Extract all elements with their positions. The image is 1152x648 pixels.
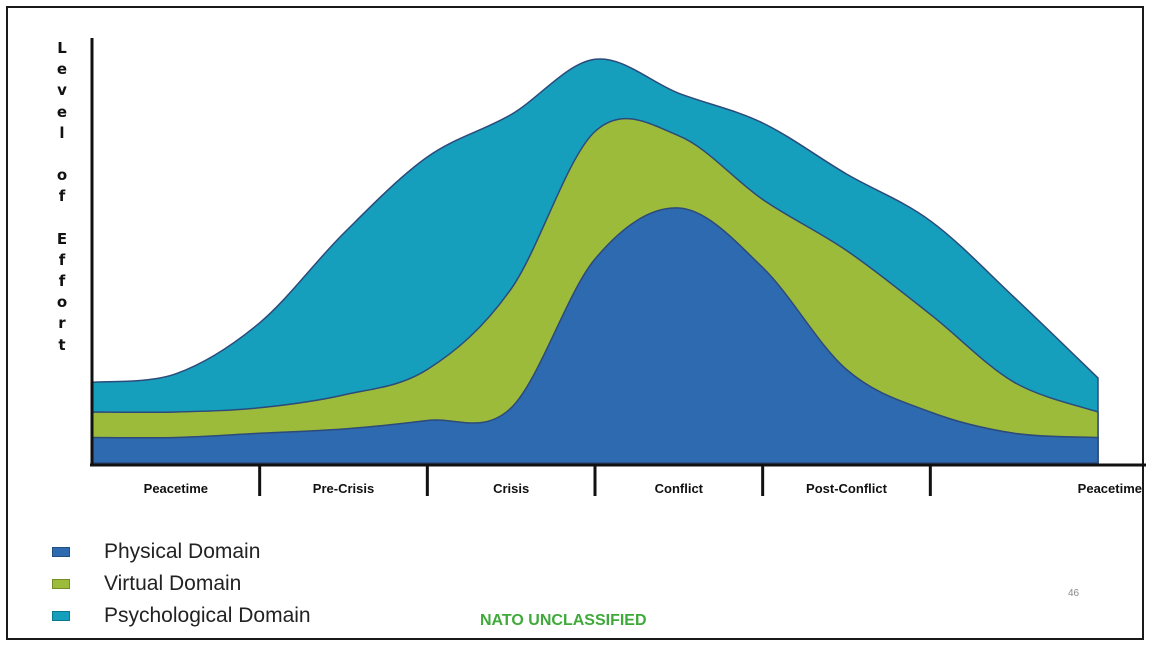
legend-label-virtual: Virtual Domain (104, 572, 242, 595)
x-tick-label: Pre-Crisis (313, 481, 374, 496)
y-axis-label-letter: f (58, 250, 66, 269)
y-axis-label-letter: t (58, 335, 66, 354)
y-axis-label-letter: E (56, 229, 68, 248)
y-axis-label-letter: e (56, 60, 68, 79)
legend-swatch-virtual (52, 579, 70, 589)
x-tick-label: Crisis (493, 481, 529, 496)
legend-item-virtual: Virtual Domain (52, 568, 311, 600)
x-tick-layer: Peacetime Pre-Crisis Crisis Conflict Post-Co… (144, 465, 1142, 496)
y-axis-label-letter: L (57, 39, 67, 57)
x-tick-label: Peacetime (1078, 481, 1142, 496)
page-number: 46 (1068, 588, 1080, 599)
area-physical-domain (91, 207, 1099, 464)
legend: Physical Domain Virtual Domain Psycholog… (52, 536, 311, 632)
y-axis-label-letter: l (59, 123, 65, 142)
y-axis-label-letter: e (56, 102, 68, 121)
y-axis-label-gap (54, 208, 70, 229)
y-axis-label-letter: f (58, 272, 66, 291)
y-axis-label-letter: f (58, 187, 66, 206)
x-tick-label: Conflict (655, 481, 704, 496)
legend-label-physical: Physical Domain (104, 540, 261, 563)
legend-swatch-psychological (52, 611, 70, 621)
y-axis-label-letter: r (58, 314, 66, 333)
y-axis-label-letter: v (57, 81, 67, 100)
legend-item-psychological: Psychological Domain (52, 600, 311, 632)
legend-label-psychological: Psychological Domain (104, 604, 311, 627)
legend-swatch-physical (52, 547, 70, 557)
area-layer (91, 58, 1099, 464)
y-axis-label-letter: o (56, 166, 68, 185)
x-tick-label: Post-Conflict (806, 481, 888, 496)
y-axis-label-letter: o (56, 293, 68, 312)
y-axis-label-gap (54, 144, 70, 165)
x-tick-label: Peacetime (144, 481, 208, 496)
classification-label: NATO UNCLASSIFIED (480, 612, 647, 629)
legend-item-physical: Physical Domain (52, 536, 311, 568)
